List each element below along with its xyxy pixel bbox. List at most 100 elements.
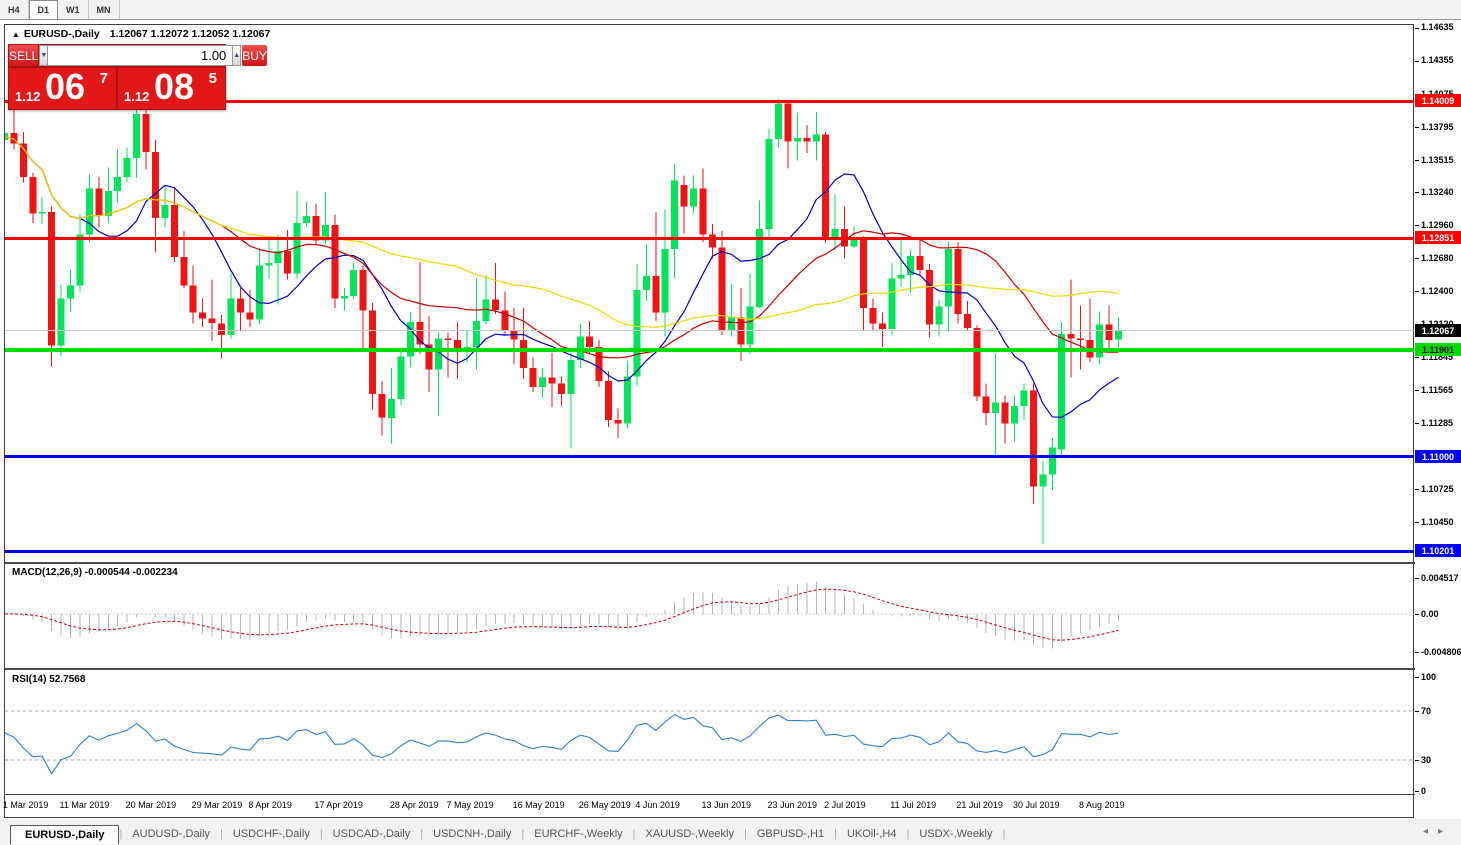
buy-price-sup: 5: [208, 70, 217, 87]
chart-tab-usdchf-daily[interactable]: USDCHF-,Daily: [232, 828, 310, 840]
date-label: 26 May 2019: [578, 800, 631, 810]
volume-decrease-button[interactable]: ▼: [39, 45, 49, 66]
price-badge: 1.12067: [1415, 324, 1461, 337]
tab-scroll-buttons[interactable]: ◂▸: [1423, 826, 1453, 837]
tab-separator: |: [219, 828, 223, 840]
buy-price-prefix: 1.12: [124, 89, 150, 104]
macd-label: MACD(12,26,9) -0.000544 -0.002234: [12, 567, 178, 578]
date-label: 20 Mar 2019: [125, 800, 177, 810]
rsi-tick: 100: [1415, 672, 1436, 682]
date-label: 30 Jul 2019: [1012, 800, 1060, 810]
tab-separator: |: [743, 828, 747, 840]
price-tick: 1.14355: [1415, 55, 1454, 65]
date-axis[interactable]: 1 Mar 2019 11 Mar 2019 20 Mar 2019 29 Mar 2…: [2, 796, 1414, 817]
sell-price-prefix: 1.12: [15, 89, 41, 104]
one-click-trading-panel: SELL ▼ ▲ BUY 1.12 06 7 1.12 08 5: [8, 44, 267, 110]
triangle-down-icon: ▼: [40, 52, 48, 59]
current-price-line[interactable]: [5, 330, 1414, 331]
tab-bar: EURUSD-,Daily | AUDUSD-,Daily | USDCHF-,Dail…: [10, 823, 1005, 845]
chart-tab-strip: EURUSD-,Daily | AUDUSD-,Daily | USDCHF-,Dail…: [0, 819, 1461, 845]
chart-symbol: EURUSD-,Daily: [23, 28, 100, 40]
sell-price-sup: 7: [99, 70, 108, 87]
price-chart[interactable]: [5, 25, 1414, 817]
macd-tick: 0.00: [1415, 609, 1439, 619]
date-label: 28 Apr 2019: [389, 800, 439, 810]
support-line[interactable]: [5, 550, 1414, 553]
rsi-tick: 30: [1415, 755, 1431, 765]
date-label: 11 Jul 2019: [890, 800, 937, 810]
date-label: 8 Apr 2019: [248, 800, 292, 810]
price-badge: 1.10201: [1415, 544, 1461, 557]
rsi-tick: 0: [1415, 786, 1426, 796]
support-line[interactable]: [5, 348, 1414, 352]
support-line[interactable]: [5, 455, 1414, 458]
buy-price-big: 08: [154, 66, 195, 107]
triangle-up-icon: ▲: [233, 52, 241, 59]
chart-tab-xauusd-weekly[interactable]: XAUUSD-,Weekly: [645, 828, 734, 840]
chart-ohlc-values: 1.12067 1.12072 1.12052 1.12067: [109, 28, 271, 40]
chart-tab-eurchf-weekly[interactable]: EURCHF-,Weekly: [534, 828, 623, 840]
price-badge: 1.11000: [1415, 450, 1461, 463]
tab-separator: |: [119, 828, 123, 840]
chart-tab-audusd-daily[interactable]: AUDUSD-,Daily: [132, 828, 210, 840]
chart-window[interactable]: [4, 24, 1414, 818]
rsi-pane-separator[interactable]: [4, 668, 1461, 670]
chart-tab-usdx-weekly[interactable]: USDX-,Weekly: [919, 828, 993, 840]
date-label: 17 Apr 2019: [314, 800, 363, 810]
rsi-tick: 70: [1415, 706, 1431, 716]
price-tick: 1.12680: [1415, 253, 1454, 263]
sell-price-big: 06: [45, 66, 86, 107]
resistance-line[interactable]: [5, 237, 1414, 240]
tab-scroll-right-icon[interactable]: ▸: [1437, 826, 1453, 837]
volume-increase-button[interactable]: ▲: [232, 45, 242, 66]
price-badge: 1.14009: [1415, 94, 1461, 107]
timeframe-button-d1[interactable]: D1: [28, 0, 59, 19]
chart-tab-ukoil-h4[interactable]: UKOil-,H4: [846, 828, 897, 840]
sell-price-display[interactable]: 1.12 06 7: [9, 66, 116, 109]
tab-separator: |: [834, 828, 837, 840]
timeframe-button-w1[interactable]: W1: [58, 0, 89, 19]
chart-title: ▲ EURUSD-,Daily 1.12067 1.12072 1.12052 1.…: [12, 28, 270, 40]
price-badge: 1.12851: [1415, 231, 1461, 244]
date-label: 11 Mar 2019: [59, 800, 110, 810]
chart-tab-eurusd-daily[interactable]: EURUSD-,Daily: [10, 824, 120, 844]
price-tick: 1.11845: [1415, 352, 1453, 362]
date-label: 4 Jun 2019: [635, 800, 680, 810]
price-tick: 1.13515: [1415, 155, 1454, 165]
chart-tab-gbpusd-h1[interactable]: GBPUSD-,H1: [756, 828, 825, 840]
price-tick: 1.12400: [1415, 286, 1454, 296]
tab-scroll-left-icon[interactable]: ◂: [1422, 826, 1438, 837]
timeframe-button-h4[interactable]: H4: [0, 0, 29, 19]
price-tick: 1.11565: [1415, 385, 1453, 395]
date-label: 8 Aug 2019: [1079, 800, 1125, 810]
chart-tab-usdcad-daily[interactable]: USDCAD-,Daily: [332, 828, 411, 840]
tab-separator: |: [1002, 828, 1006, 840]
buy-price-display[interactable]: 1.12 08 5: [118, 66, 225, 109]
price-tick: 1.13795: [1415, 122, 1454, 132]
collapse-panel-icon[interactable]: ▲: [12, 30, 20, 39]
buy-button[interactable]: BUY: [242, 45, 267, 66]
macd-pane-separator[interactable]: [4, 562, 1461, 564]
date-axis-separator: [4, 794, 1461, 795]
price-axis[interactable]: 1.146351.143551.140751.137951.135151.132…: [1415, 22, 1461, 818]
timeframe-toolbar: H4 D1 W1 MN: [0, 0, 1461, 20]
date-label: 1 Mar 2019: [2, 800, 49, 810]
price-tick: 1.10450: [1415, 517, 1454, 527]
resistance-line[interactable]: [5, 100, 1414, 103]
price-tick: 1.11285: [1415, 418, 1453, 428]
tab-separator: |: [906, 828, 910, 840]
tab-separator: |: [319, 828, 323, 840]
volume-input[interactable]: [48, 45, 233, 66]
price-tick: 1.13240: [1415, 187, 1454, 197]
date-label: 16 May 2019: [512, 800, 565, 810]
sell-button[interactable]: SELL: [9, 45, 39, 66]
tab-separator: |: [632, 828, 636, 840]
macd-tick: 0.004517: [1415, 573, 1459, 583]
price-tick: 1.14635: [1415, 22, 1454, 32]
date-label: 13 Jun 2019: [701, 800, 751, 810]
timeframe-button-mn[interactable]: MN: [89, 0, 120, 19]
chart-tab-usdcnh-daily[interactable]: USDCNH-,Daily: [433, 828, 512, 840]
price-badge: 1.11901: [1415, 343, 1461, 356]
price-tick: 1.12960: [1415, 220, 1454, 230]
